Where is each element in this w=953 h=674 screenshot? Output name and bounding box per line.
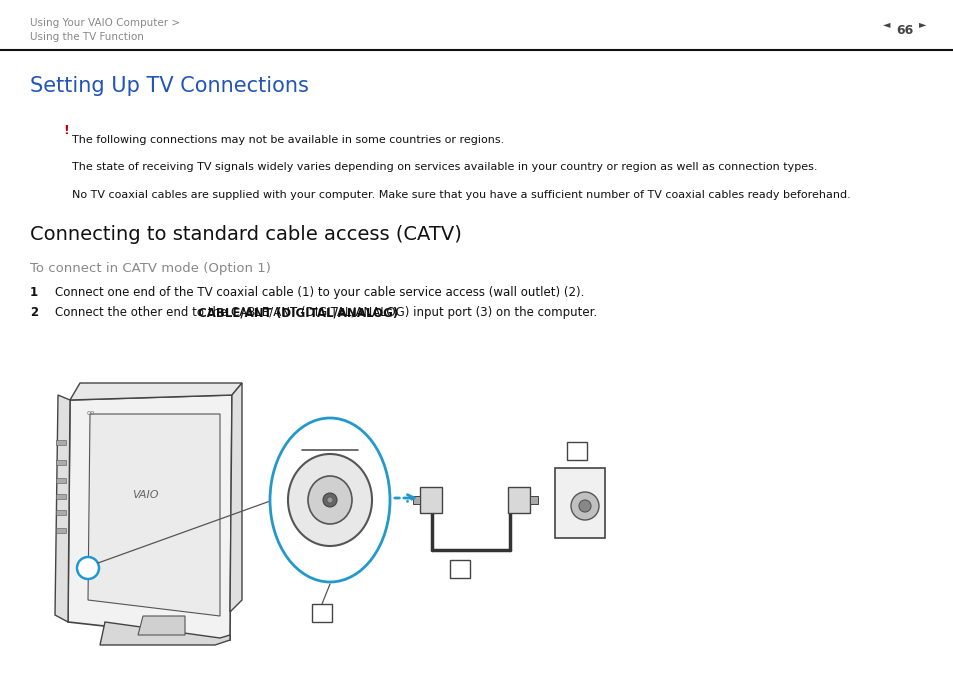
Text: Connect the other end to the CABLE/ANT (DIGITAL/ANALOG) input port (3) on the co: Connect the other end to the CABLE/ANT (… [55,306,597,319]
Text: No TV coaxial cables are supplied with your computer. Make sure that you have a : No TV coaxial cables are supplied with y… [71,190,850,200]
Text: 1: 1 [456,564,463,574]
Circle shape [77,557,99,579]
Bar [530,496,537,504]
Circle shape [571,492,598,520]
Bar [450,560,470,578]
Text: Using the TV Function: Using the TV Function [30,32,144,42]
Text: T: T [327,438,333,448]
Polygon shape [68,395,232,640]
Text: 66: 66 [896,24,913,37]
Bar [56,460,66,465]
Polygon shape [100,622,230,645]
Bar [56,440,66,445]
Text: Connect one end of the TV coaxial cable (1) to your cable service access (wall o: Connect one end of the TV coaxial cable … [55,286,584,299]
Text: Setting Up TV Connections: Setting Up TV Connections [30,76,309,96]
Circle shape [578,500,590,512]
Bar [312,604,332,622]
Text: CABLE/ANT: CABLE/ANT [314,524,345,529]
Text: ◄: ◄ [882,19,890,29]
Circle shape [327,497,333,503]
Ellipse shape [288,454,372,546]
Circle shape [323,493,336,507]
Polygon shape [230,383,242,612]
Text: Connecting to standard cable access (CATV): Connecting to standard cable access (CAT… [30,225,461,244]
Polygon shape [138,616,185,635]
Text: VAIO: VAIO [132,490,158,500]
Text: The following connections may not be available in some countries or regions.: The following connections may not be ava… [71,135,504,145]
Bar [566,442,586,460]
Text: 2: 2 [573,446,579,456]
Polygon shape [55,395,70,622]
Polygon shape [70,383,242,400]
Text: CABLE/ANT (DIGITAL/ANALOG): CABLE/ANT (DIGITAL/ANALOG) [198,306,397,319]
Bar [56,494,66,499]
Text: ►: ► [919,19,925,29]
Bar [555,468,604,538]
Bar [413,496,419,504]
Text: To connect in CATV mode (Option 1): To connect in CATV mode (Option 1) [30,262,271,275]
Text: !: ! [63,124,69,137]
Text: oo: oo [87,410,95,416]
Text: 2: 2 [30,306,38,319]
Text: Using Your VAIO Computer >: Using Your VAIO Computer > [30,18,180,28]
Ellipse shape [270,418,390,582]
Bar [507,487,530,513]
Ellipse shape [308,476,352,524]
Text: The state of receiving TV signals widely varies depending on services available : The state of receiving TV signals widely… [71,162,817,172]
Text: 3: 3 [318,608,325,618]
Bar [419,487,441,513]
Polygon shape [88,414,220,616]
Bar [56,528,66,533]
Text: 1: 1 [30,286,38,299]
Bar [56,510,66,515]
Bar [56,478,66,483]
